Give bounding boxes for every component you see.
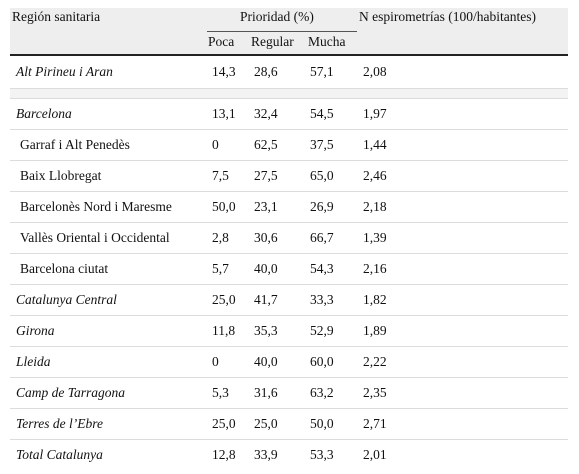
cell: 1,82 [363, 292, 387, 307]
cell: 27,5 [254, 168, 278, 183]
cell: 60,0 [310, 354, 334, 369]
cell: 62,5 [254, 137, 278, 152]
cell: 23,1 [254, 199, 278, 214]
cell: 35,3 [254, 323, 278, 338]
cell: 52,9 [310, 323, 334, 338]
cell: 53,3 [310, 447, 334, 462]
header-cell: N espirometrías (100/habitantes) [359, 9, 536, 24]
cell: 2,46 [363, 168, 387, 183]
cell: 13,1 [212, 106, 236, 121]
cell: 11,8 [212, 323, 236, 338]
cell: 31,6 [254, 385, 278, 400]
row-rule [10, 129, 568, 130]
row-label: Terres de l’Ebre [16, 416, 103, 431]
row-label: Baix Llobregat [20, 168, 102, 183]
cell: 30,6 [254, 230, 278, 245]
row-rule [10, 253, 568, 254]
header-cell: Región sanitaria [12, 9, 101, 24]
cell: 65,0 [310, 168, 334, 183]
subheader-cell: Regular [251, 34, 294, 49]
cell: 1,89 [363, 323, 387, 338]
row-label: Garraf i Alt Penedès [20, 137, 130, 152]
cell: 2,71 [363, 416, 387, 431]
cell: 1,44 [363, 137, 387, 152]
row-label: Barcelona ciutat [20, 261, 109, 276]
cell: 14,3 [212, 64, 236, 79]
cell: 57,1 [310, 64, 334, 79]
subheader-cell: Mucha [308, 34, 346, 49]
row-rule [10, 88, 568, 89]
row-label: Alt Pirineu i Aran [16, 64, 113, 79]
cell: 33,3 [310, 292, 334, 307]
row-label: Catalunya Central [16, 292, 117, 307]
row-rule [10, 377, 568, 378]
row-label: Vallès Oriental i Occidental [20, 230, 170, 245]
cell: 50,0 [310, 416, 334, 431]
cell: 0 [212, 354, 219, 369]
row-rule [10, 98, 568, 99]
row-rule [10, 439, 568, 440]
row-label: Barcelona [16, 106, 72, 121]
cell: 7,5 [212, 168, 229, 183]
cell: 26,9 [310, 199, 334, 214]
row-rule [10, 346, 568, 347]
row-label: Camp de Tarragona [16, 385, 126, 400]
cell: 25,0 [212, 416, 236, 431]
cell: 2,01 [363, 447, 387, 462]
cell: 32,4 [254, 106, 278, 121]
cell: 41,7 [254, 292, 278, 307]
cell: 2,35 [363, 385, 387, 400]
header-rule [207, 31, 357, 32]
cell: 25,0 [212, 292, 236, 307]
row-label: Barcelonès Nord i Maresme [20, 199, 172, 214]
header-bottom-rule [10, 54, 568, 56]
cell: 33,9 [254, 447, 278, 462]
cell: 2,08 [363, 64, 387, 79]
row-rule [10, 315, 568, 316]
row-rule [10, 191, 568, 192]
cell: 54,3 [310, 261, 334, 276]
header-cell: Prioridad (%) [240, 9, 314, 24]
row-label: Lleida [16, 354, 51, 369]
cell: 66,7 [310, 230, 334, 245]
cell: 40,0 [254, 354, 278, 369]
blank-row [10, 88, 568, 98]
cell: 37,5 [310, 137, 334, 152]
row-rule [10, 408, 568, 409]
cell: 50,0 [212, 199, 236, 214]
row-rule [10, 160, 568, 161]
cell: 54,5 [310, 106, 334, 121]
cell: 40,0 [254, 261, 278, 276]
cell: 2,22 [363, 354, 387, 369]
cell: 2,16 [363, 261, 387, 276]
cell: 1,39 [363, 230, 387, 245]
cell: 28,6 [254, 64, 278, 79]
cell: 25,0 [254, 416, 278, 431]
cell: 5,3 [212, 385, 229, 400]
cell: 63,2 [310, 385, 334, 400]
cell: 2,18 [363, 199, 387, 214]
cell: 12,8 [212, 447, 236, 462]
row-rule [10, 284, 568, 285]
cell: 5,7 [212, 261, 229, 276]
cell: 0 [212, 137, 219, 152]
row-rule [10, 222, 568, 223]
subheader-cell: Poca [208, 34, 235, 49]
row-label: Total Catalunya [16, 447, 103, 462]
cell: 2,8 [212, 230, 229, 245]
cell: 1,97 [363, 106, 387, 121]
row-label: Girona [16, 323, 55, 338]
